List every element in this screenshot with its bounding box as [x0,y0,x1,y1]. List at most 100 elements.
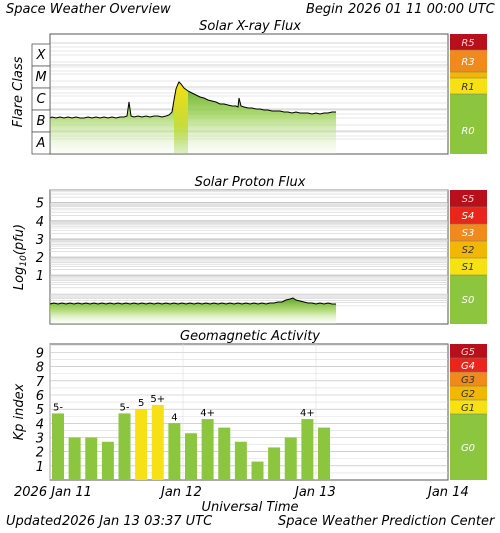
scale-s4-label: S4 [462,211,475,222]
kp-bar [68,437,81,480]
scale-s2-label: S2 [462,245,475,256]
kp-bar [52,413,64,480]
kp-bar [135,409,148,480]
scale-g2-label: G2 [461,389,475,400]
scale-r1-label: R1 [461,82,474,93]
swpc-credit: Space Weather Prediction Center [278,514,495,529]
scale-g0-label: G0 [461,443,475,454]
geomagnetic-storm-scale: G5 G4 G3 G2 G1 G0 [450,344,487,480]
kp-bar-label: 5 [138,398,144,409]
kp-bar-label: 5- [120,402,130,413]
kp-ytick-label: 7 [36,375,45,390]
kp-bar-label: 4 [171,412,177,423]
kp-ytick-label: 2 [36,446,44,461]
kp-bar [185,433,197,480]
proton-ylabel-rest: (pfu) [12,224,27,255]
proton-title: Solar Proton Flux [194,175,306,190]
proton-ytick-label: 3 [36,233,44,248]
proton-ytick-label: 4 [36,215,44,230]
kp-bar [101,441,114,480]
proton-yticks: 1 2 3 4 5 [36,197,44,284]
kp-bar [201,419,214,480]
kp-bar [318,427,330,480]
scale-g1-box [450,400,487,414]
kp-ytick-label: 5 [36,403,44,418]
kp-bar [251,461,264,480]
kp-bar [284,437,297,480]
scale-s5-box [450,190,487,207]
xtick-jan12: Jan 12 [158,485,202,500]
kp-bar [168,423,181,480]
kp-ytick-label: 4 [36,417,44,432]
radiation-storm-scale: S5 S4 S3 S2 S1 S0 [450,190,487,324]
proton-flux-area [50,298,336,324]
xray-title: Solar X-ray Flux [199,19,301,34]
updated-label: Updated [6,514,62,529]
flare-class-x: X [36,48,47,63]
xtick-jan14: Jan 14 [425,485,469,500]
proton-ylabel-main: Log [12,267,27,290]
scale-s3-label: S3 [462,228,475,239]
xray-ylabel: Flare Class [11,56,26,127]
kp-bar [151,404,164,480]
flare-class-c: C [36,92,46,107]
kp-ytick-label: 1 [36,460,44,475]
kp-ylabel: Kp index [12,383,27,440]
scale-s0-box [450,275,487,324]
xray-flux-line [49,81,336,119]
kp-grid [49,344,448,480]
kp-bar [218,427,231,480]
scale-g4-label: G4 [461,361,475,372]
kp-bar [301,419,314,480]
scale-r1-box [450,78,487,94]
scale-r2-box [450,72,487,78]
kp-bar-label: 5- [53,402,63,413]
scale-g3-box [450,372,487,386]
kp-bar-label: 4+ [200,408,215,419]
kp-ytick-label: 6 [36,389,44,404]
kp-bars: 5- 5- 5 5+ 4 4+ 4+ [52,394,330,480]
scale-r5-label: R5 [461,38,474,49]
scale-r3-label: R3 [461,57,474,68]
radio-blackout-scale: R5 R3 R1 R0 [450,34,487,154]
begin-value: 2026 01 11 00:00 UTC [348,2,495,17]
flare-class-a: A [36,136,46,151]
kp-ytick-label: 8 [36,361,44,376]
scale-g5-box [450,344,487,358]
xaxis-title: Universal Time [201,500,298,515]
xtick-jan11: 2026 Jan 11 [14,485,92,500]
scale-s1-box [450,258,487,275]
proton-ytick-label: 1 [36,269,44,284]
scale-r3-box [450,50,487,72]
scale-r0-label: R0 [461,126,474,137]
proton-ytick-label: 5 [36,197,44,212]
kp-ytick-label: 3 [36,432,44,447]
kp-bar-label: 4+ [300,408,315,419]
proton-ylabel: Log10(pfu) [12,224,29,290]
scale-s0-label: S0 [462,295,475,306]
scale-s1-label: S1 [462,262,475,273]
proton-ytick-label: 2 [36,251,44,266]
scale-g0-box [450,414,487,480]
scale-g5-label: G5 [461,347,475,358]
proton-flux-line [49,297,336,305]
updated-value: 2026 Jan 13 03:37 UTC [62,514,213,529]
xtick-jan13: Jan 13 [292,485,336,500]
kp-bar [118,413,131,480]
proton-grid [50,189,448,307]
flare-class-b: B [37,114,46,129]
xray-flare-highlight [174,82,188,154]
scale-s2-box [450,241,487,258]
proton-ylabel-sub: 10 [19,255,29,267]
flare-class-labels: X M C B A [31,43,51,155]
scale-g4-box [450,358,487,372]
xray-flux-area [50,82,336,154]
scale-s5-label: S5 [462,194,475,205]
scale-g1-label: G1 [461,403,475,414]
kp-bar [85,437,98,480]
scale-s3-box [450,224,487,241]
scale-g2-box [450,386,487,400]
kp-bar [234,441,247,480]
